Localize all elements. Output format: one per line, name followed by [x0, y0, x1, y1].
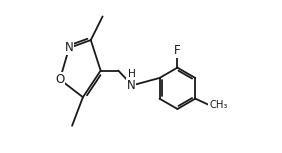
Text: N: N: [127, 79, 136, 92]
Text: N: N: [65, 41, 74, 54]
Text: F: F: [174, 44, 181, 57]
Text: O: O: [55, 73, 65, 86]
Text: H: H: [128, 69, 136, 79]
Text: CH₃: CH₃: [209, 100, 228, 110]
